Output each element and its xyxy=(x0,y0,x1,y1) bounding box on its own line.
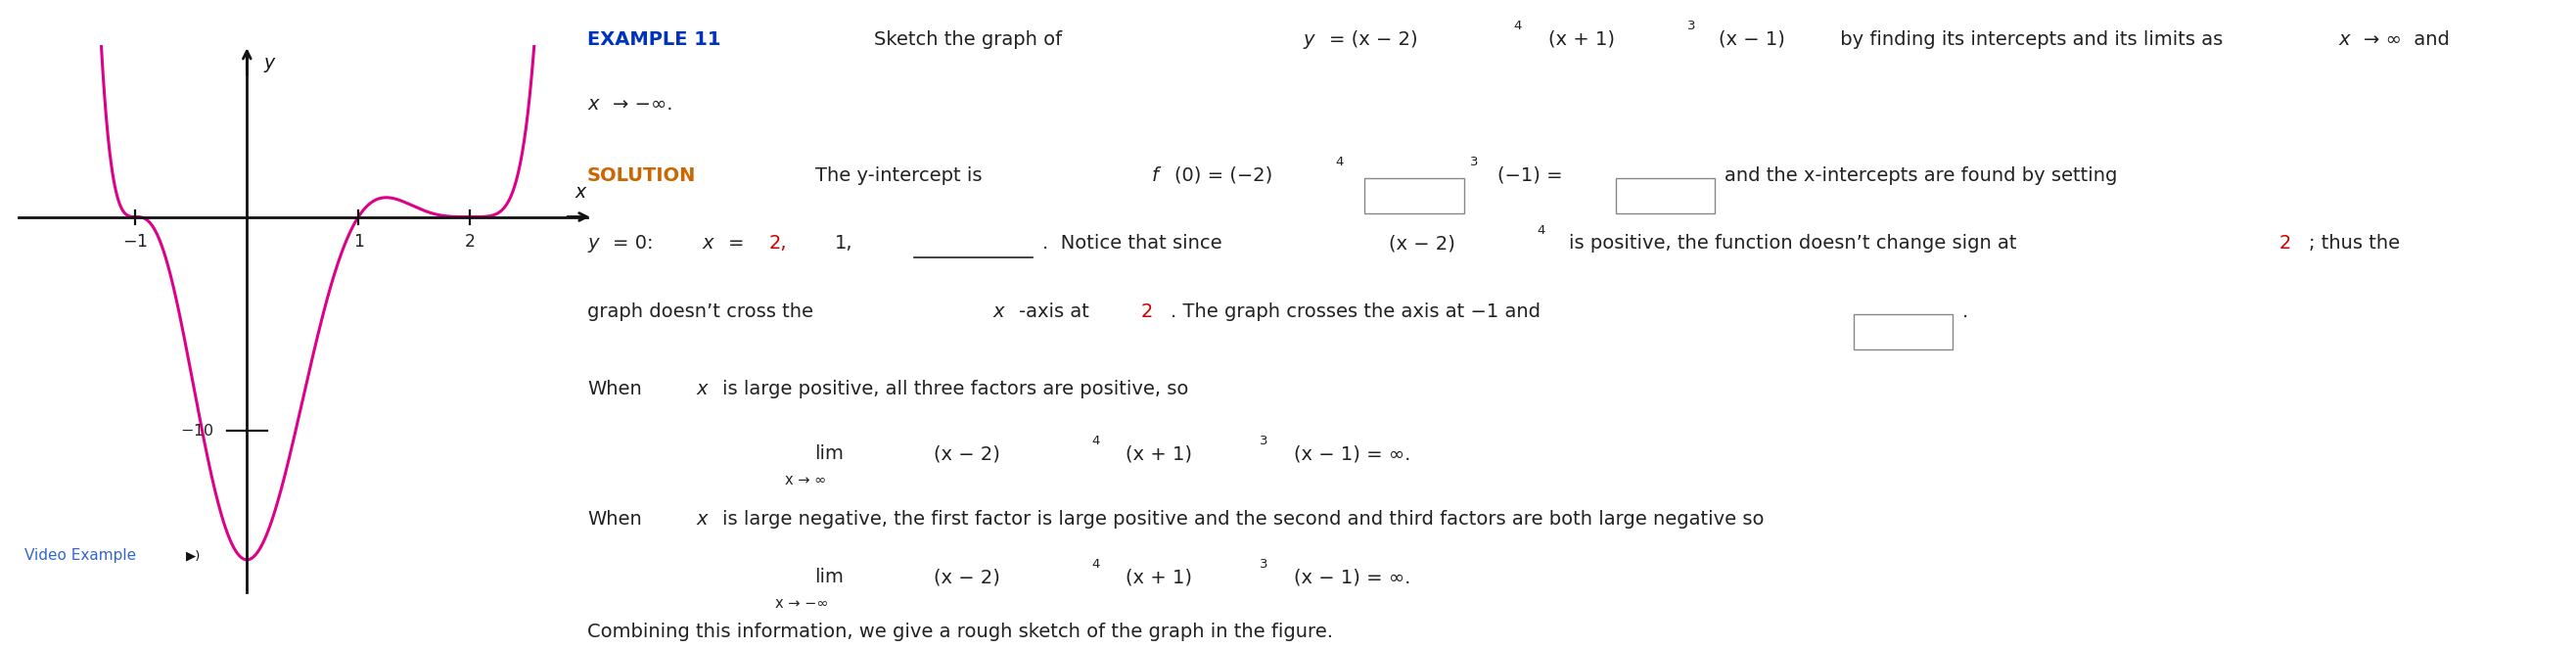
Text: When: When xyxy=(587,380,641,399)
Text: . The graph crosses the axis at −1 and: . The graph crosses the axis at −1 and xyxy=(1172,302,1540,321)
Text: $2$: $2$ xyxy=(464,233,477,251)
Text: x: x xyxy=(992,302,1005,321)
Text: 2,: 2, xyxy=(770,234,788,253)
Text: y: y xyxy=(1303,30,1314,49)
Text: (x − 2): (x − 2) xyxy=(933,568,999,586)
Text: .  Notice that since: . Notice that since xyxy=(1043,234,1221,253)
Text: -axis at: -axis at xyxy=(1018,302,1090,321)
Text: 4: 4 xyxy=(1334,156,1342,168)
Text: (−1) =: (−1) = xyxy=(1497,166,1564,185)
Text: (x + 1): (x + 1) xyxy=(1548,30,1615,49)
Text: $x$: $x$ xyxy=(574,183,587,202)
Text: and the x-intercepts are found by setting: and the x-intercepts are found by settin… xyxy=(1726,166,2117,185)
Text: $1$: $1$ xyxy=(353,233,363,251)
Text: 3: 3 xyxy=(1471,156,1479,168)
Text: 4: 4 xyxy=(1538,224,1546,237)
Text: → ∞  and: → ∞ and xyxy=(2365,30,2450,49)
Text: 2: 2 xyxy=(2280,234,2290,253)
Bar xyxy=(1855,314,1953,350)
Text: x: x xyxy=(703,234,714,253)
Text: (x + 1): (x + 1) xyxy=(1126,445,1193,463)
Text: x: x xyxy=(696,380,708,399)
Text: ▶): ▶) xyxy=(185,549,201,562)
Text: (x − 1): (x − 1) xyxy=(1718,30,1785,49)
Text: $-1$: $-1$ xyxy=(124,233,149,251)
Text: x → ∞: x → ∞ xyxy=(786,473,827,488)
Text: lim: lim xyxy=(814,445,845,463)
Text: (x − 1) = ∞.: (x − 1) = ∞. xyxy=(1293,568,1412,586)
Text: (x − 1) = ∞.: (x − 1) = ∞. xyxy=(1293,445,1412,463)
Text: $-10$: $-10$ xyxy=(180,423,214,439)
Bar xyxy=(1615,178,1716,214)
Text: (x + 1): (x + 1) xyxy=(1126,568,1193,586)
Text: When: When xyxy=(587,509,641,528)
Text: The y-intercept is: The y-intercept is xyxy=(814,166,981,185)
Text: Video Example: Video Example xyxy=(23,548,137,563)
Text: is positive, the function doesn’t change sign at: is positive, the function doesn’t change… xyxy=(1569,234,2017,253)
Text: (0) = (−2): (0) = (−2) xyxy=(1175,166,1273,185)
Text: 2: 2 xyxy=(1141,302,1154,321)
Text: 4: 4 xyxy=(1092,557,1100,570)
Text: 3: 3 xyxy=(1260,557,1267,570)
Text: lim: lim xyxy=(814,568,845,586)
Text: 3: 3 xyxy=(1260,434,1267,447)
Text: = (x − 2): = (x − 2) xyxy=(1329,30,1417,49)
Text: x: x xyxy=(696,509,708,528)
Text: EXAMPLE 11: EXAMPLE 11 xyxy=(587,30,721,49)
Text: is large positive, all three factors are positive, so: is large positive, all three factors are… xyxy=(721,380,1188,399)
Text: x: x xyxy=(2339,30,2349,49)
Text: 3: 3 xyxy=(1687,19,1695,32)
Text: graph doesn’t cross the: graph doesn’t cross the xyxy=(587,302,814,321)
Text: → −∞.: → −∞. xyxy=(613,95,672,113)
Text: = 0:: = 0: xyxy=(613,234,654,253)
Text: (x − 2): (x − 2) xyxy=(933,445,999,463)
Text: 1,: 1, xyxy=(835,234,853,253)
Text: (x − 2): (x − 2) xyxy=(1388,234,1455,253)
Text: is large negative, the first factor is large positive and the second and third f: is large negative, the first factor is l… xyxy=(721,509,1765,528)
Text: .: . xyxy=(1963,302,1968,321)
Text: y: y xyxy=(587,234,598,253)
Text: =: = xyxy=(729,234,744,253)
Text: Sketch the graph of: Sketch the graph of xyxy=(873,30,1061,49)
Text: f: f xyxy=(1151,166,1157,185)
Text: $y$: $y$ xyxy=(263,56,278,75)
Text: by finding its intercepts and its limits as: by finding its intercepts and its limits… xyxy=(1834,30,2223,49)
Bar xyxy=(1365,178,1463,214)
Text: ; thus the: ; thus the xyxy=(2308,234,2401,253)
Text: x → −∞: x → −∞ xyxy=(775,596,829,611)
Text: x: x xyxy=(587,95,598,113)
Text: 4: 4 xyxy=(1512,19,1522,32)
Text: SOLUTION: SOLUTION xyxy=(587,166,696,185)
Text: Combining this information, we give a rough sketch of the graph in the figure.: Combining this information, we give a ro… xyxy=(587,623,1334,642)
Text: 4: 4 xyxy=(1092,434,1100,447)
